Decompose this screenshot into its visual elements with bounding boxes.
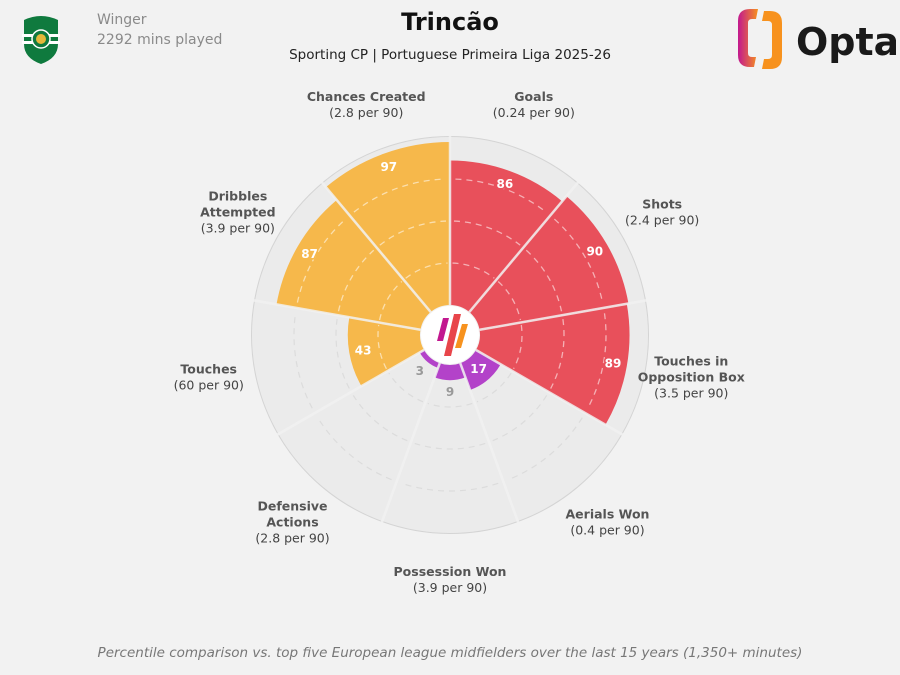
grid-ring: [492, 395, 548, 442]
slice-separator: [475, 348, 624, 437]
value-label: 89: [605, 357, 622, 371]
grid-ring: [317, 417, 392, 481]
category-per90: (0.4 per 90): [570, 523, 644, 538]
grid-ring: [414, 442, 486, 450]
sporting-crest-logo: [22, 16, 60, 64]
page-subtitle: Sporting CP | Portuguese Primeira Liga 2…: [289, 47, 611, 63]
category-per90: (3.9 per 90): [201, 221, 275, 236]
slice-bar-touches: [347, 317, 425, 387]
opta-logo: Opta: [738, 9, 896, 69]
grid-ring: [377, 324, 388, 370]
value-label: 9: [446, 385, 454, 399]
grid-ring: [353, 178, 445, 213]
slice-bar-possession-won: [434, 363, 466, 381]
grid-ring: [587, 313, 607, 409]
category-per90: (2.8 per 90): [329, 105, 403, 120]
category-label: Shots: [642, 197, 682, 212]
value-label: 87: [301, 247, 318, 261]
category-label: Aerials Won: [566, 507, 650, 522]
grid-ring: [379, 220, 447, 246]
category-label: Touches: [180, 362, 237, 377]
grid-ring: [512, 324, 523, 370]
grid-ring: [378, 281, 403, 321]
page-title: Trincão: [401, 8, 499, 36]
slice-background: [382, 363, 518, 533]
grid-ring: [352, 395, 408, 442]
player-info: Winger 2292 mins played: [97, 10, 222, 50]
category-label: Goals: [514, 89, 553, 104]
category-label: Opposition Box: [638, 370, 745, 385]
minutes-played: 2292 mins played: [97, 32, 223, 48]
category-per90: (2.8 per 90): [255, 531, 329, 546]
slice-separator: [380, 362, 441, 524]
category-label: Chances Created: [307, 89, 426, 104]
grid-ring: [455, 178, 547, 213]
grid-ring: [427, 402, 473, 408]
footnote: Percentile comparison vs. top five Europ…: [97, 645, 803, 661]
category-label: Defensive: [258, 499, 328, 514]
player-position: Winger: [97, 12, 147, 28]
grid-ring: [553, 218, 604, 303]
category-per90: (60 per 90): [174, 378, 244, 393]
grid-ring: [388, 372, 424, 403]
slice-bar-goals: [450, 160, 563, 313]
grid-ring: [525, 249, 563, 312]
category-label: Possession Won: [394, 564, 507, 579]
category-per90: (3.9 per 90): [413, 580, 487, 595]
grid-ring: [508, 417, 583, 481]
slice-bar-shots: [469, 196, 629, 330]
grid-ring: [405, 262, 448, 279]
category-per90: (2.4 per 90): [625, 213, 699, 228]
category-label: Actions: [266, 515, 318, 530]
slice-separator: [468, 180, 580, 313]
value-label: 17: [470, 362, 487, 376]
slice-bar-dribbles-attempted: [276, 200, 431, 330]
grid-ring: [337, 249, 375, 312]
center-hub: [421, 306, 479, 364]
slice-bar-touches-in-opposition-box: [475, 303, 630, 425]
slice-separator: [276, 348, 425, 437]
category-label: Dribbles: [208, 189, 267, 204]
opta-wordmark: Opta: [796, 20, 896, 64]
grid-ring: [293, 313, 313, 409]
value-label: 86: [497, 177, 514, 191]
category-per90: (0.24 per 90): [493, 105, 575, 120]
value-label: 90: [586, 244, 603, 258]
grid-ring: [335, 319, 350, 389]
value-label: 3: [416, 364, 424, 378]
slice-separator: [479, 299, 648, 332]
grid-ring: [550, 319, 565, 389]
category-label: Attempted: [200, 205, 275, 220]
slice-separator: [252, 299, 421, 332]
opta-mark-icon: [437, 314, 468, 356]
slice-separator: [459, 362, 520, 524]
slice-separator: [320, 180, 432, 313]
value-label: 43: [355, 343, 372, 357]
grid-ring: [401, 482, 499, 492]
slice-background: [460, 350, 622, 522]
grid-ring: [453, 220, 521, 246]
slice-bar-defensive-actions: [419, 350, 440, 368]
grid-ring: [296, 218, 347, 303]
grid-ring: [452, 262, 495, 279]
slice-bar-aerials-won: [460, 350, 501, 391]
grid-ring: [497, 281, 522, 321]
category-per90: (3.5 per 90): [654, 386, 728, 401]
slice-background: [278, 350, 440, 522]
category-label: Touches in: [654, 354, 728, 369]
grid-ring: [476, 372, 512, 403]
value-label: 97: [380, 160, 397, 174]
